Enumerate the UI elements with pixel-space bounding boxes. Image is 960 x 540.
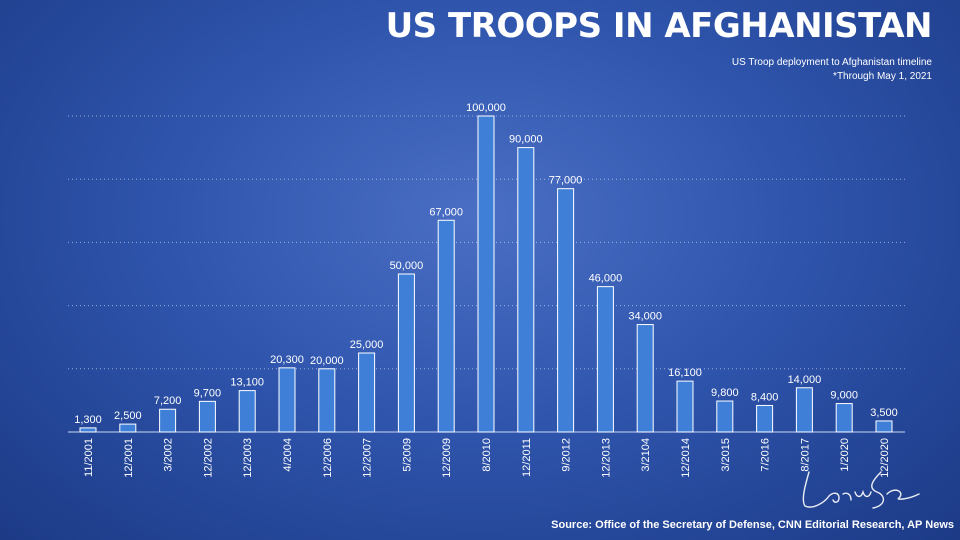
- data-label-8/2010: 100,000: [466, 102, 506, 114]
- x-tick-label-12/2014: 12/2014: [680, 438, 692, 478]
- x-tick-label-12/2001: 12/2001: [123, 438, 135, 478]
- data-label-12/2007: 25,000: [350, 339, 384, 351]
- x-tick-label-3/2002: 3/2002: [163, 438, 175, 472]
- data-label-8/2017: 14,000: [788, 374, 822, 386]
- data-label-3/2104: 34,000: [628, 311, 662, 323]
- data-label-12/2003: 13,100: [230, 377, 264, 389]
- data-label-12/2020: 3,500: [870, 407, 898, 419]
- bar-12/2003: [238, 390, 256, 433]
- bar-12/2001: [119, 423, 137, 433]
- data-label-1/2020: 9,000: [830, 390, 858, 402]
- bar-1/2020: [835, 403, 853, 433]
- bar-4/2004: [278, 367, 296, 433]
- bar-12/2002: [198, 400, 216, 433]
- data-label-12/2006: 20,000: [310, 355, 344, 367]
- x-tick-label-4/2004: 4/2004: [282, 438, 294, 472]
- bar-12/2014: [676, 380, 694, 433]
- subtitle-line-1: US Troop deployment to Afghanistan timel…: [731, 57, 932, 68]
- x-tick-label-12/2009: 12/2009: [441, 438, 453, 478]
- data-label-12/2014: 16,100: [668, 367, 702, 379]
- bar-12/2009: [437, 219, 455, 433]
- signature-mark: [802, 471, 920, 509]
- x-tick-label-12/2006: 12/2006: [322, 438, 334, 478]
- chart-title: US TROOPS IN AFGHANISTAN: [385, 6, 933, 46]
- source-note: Source: Office of the Secretary of Defen…: [551, 519, 954, 531]
- data-label-12/2011: 90,000: [509, 134, 543, 146]
- chart-subtitle: US Troop deployment to Afghanistan timel…: [732, 56, 932, 84]
- x-tick-label-8/2017: 8/2017: [799, 438, 811, 472]
- data-label-12/2002: 9,700: [194, 387, 222, 399]
- bar-12/2007: [358, 352, 376, 433]
- data-label-7/2016: 8,400: [751, 391, 779, 403]
- data-label-12/2009: 67,000: [429, 206, 463, 218]
- bar-3/2015: [716, 400, 734, 433]
- data-label-12/2001: 2,500: [114, 410, 142, 422]
- data-label-3/2002: 7,200: [154, 395, 182, 407]
- bar-9/2012: [557, 188, 575, 433]
- x-tick-label-9/2012: 9/2012: [561, 438, 573, 472]
- bar-8/2017: [795, 387, 813, 433]
- bar-7/2016: [756, 404, 774, 433]
- x-tick-label-12/2020: 12/2020: [879, 438, 891, 478]
- data-label-11/2001: 1,300: [74, 414, 102, 426]
- data-label-4/2004: 20,300: [270, 354, 304, 366]
- data-label-9/2012: 77,000: [549, 175, 583, 187]
- bar-8/2010: [477, 115, 495, 433]
- data-label-3/2015: 9,800: [711, 387, 739, 399]
- bar-12/2020: [875, 420, 893, 433]
- x-tick-label-5/2009: 5/2009: [401, 438, 413, 472]
- bar-12/2011: [517, 147, 535, 433]
- subtitle-line-2: *Through May 1, 2021: [833, 71, 932, 82]
- x-tick-label-12/2007: 12/2007: [362, 438, 374, 478]
- x-tick-label-3/2015: 3/2015: [720, 438, 732, 472]
- x-tick-label-11/2001: 11/2001: [83, 438, 95, 477]
- bar-12/2006: [318, 368, 336, 433]
- x-tick-label-12/2011: 12/2011: [521, 438, 533, 477]
- x-tick-label-3/2104: 3/2104: [640, 438, 652, 472]
- x-tick-label-1/2020: 1/2020: [839, 438, 851, 472]
- x-tick-label-12/2002: 12/2002: [202, 438, 214, 478]
- bar-5/2009: [397, 273, 415, 433]
- x-tick-label-8/2010: 8/2010: [481, 438, 493, 472]
- bar-11/2001: [79, 427, 97, 433]
- bar-3/2104: [636, 324, 654, 433]
- bar-12/2013: [596, 286, 614, 433]
- x-tick-label-7/2016: 7/2016: [760, 438, 772, 472]
- bar-3/2002: [159, 408, 177, 433]
- x-tick-label-12/2003: 12/2003: [242, 438, 254, 478]
- data-label-12/2013: 46,000: [589, 273, 623, 285]
- x-tick-label-12/2013: 12/2013: [600, 438, 612, 478]
- data-label-5/2009: 50,000: [390, 260, 424, 272]
